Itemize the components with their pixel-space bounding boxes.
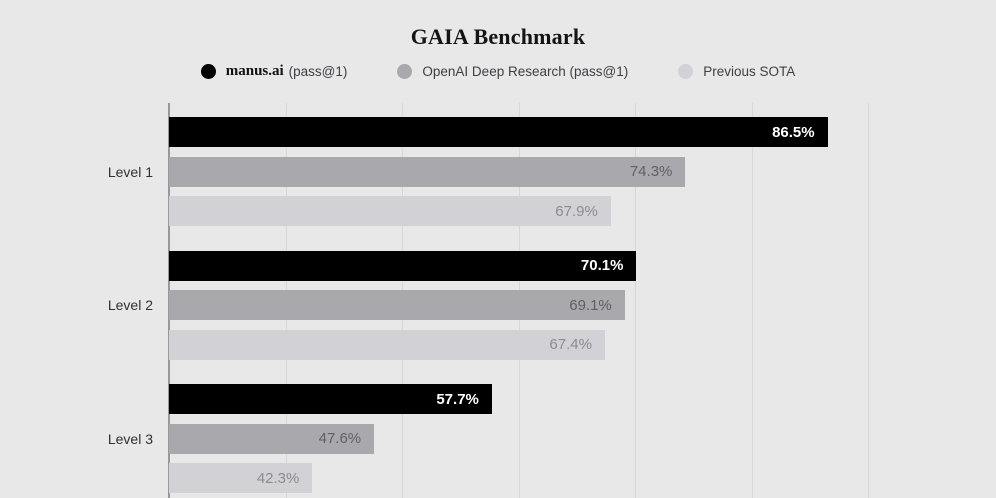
bar-level-1-series-0: 86.5% <box>169 117 828 147</box>
gridline-80 <box>751 103 753 498</box>
gridline-90 <box>868 103 870 498</box>
legend-item-1: OpenAI Deep Research (pass@1) <box>397 64 628 79</box>
plot-area: 86.5% 74.3% 67.9% Level 1 70.1% 69.1% 67.4% Lev… <box>0 103 996 498</box>
legend-label: OpenAI Deep Research (pass@1) <box>422 64 629 79</box>
legend-label-primary: manus.ai <box>225 63 284 79</box>
legend: manus.ai (pass@1) OpenAI Deep Research (pa… <box>0 63 996 80</box>
bar-level-1-series-1: 74.3% <box>169 156 686 187</box>
bar-level-2-series-1: 69.1% <box>169 290 625 321</box>
bar-level-2-series-0: 70.1% <box>169 250 637 281</box>
bar-value-label: 69.1% <box>569 296 612 314</box>
legend-label: (pass@1) <box>288 64 348 79</box>
category-label-level-2: Level 2 <box>107 297 153 314</box>
bar-value-label: 42.3% <box>256 469 300 487</box>
bar-level-2-series-2: 67.4% <box>169 329 605 360</box>
gridline-70 <box>635 103 637 498</box>
chart-title: GAIA Benchmark <box>410 24 586 49</box>
legend-dot-icon <box>200 64 216 79</box>
legend-dot-icon <box>397 64 413 79</box>
bar-value-label: 67.4% <box>549 336 592 354</box>
bar-value-label: 47.6% <box>318 430 362 448</box>
category-label-level-3: Level 3 <box>107 430 153 447</box>
legend-label: Previous SOTA <box>703 64 796 79</box>
bar-level-3-series-2: 42.3% <box>169 463 313 494</box>
legend-item-2: Previous SOTA <box>678 64 795 79</box>
bar-level-1-series-2: 67.9% <box>169 196 611 227</box>
legend-item-0: manus.ai (pass@1) <box>200 63 348 80</box>
bar-value-label: 86.5% <box>772 123 815 141</box>
category-label-level-1: Level 1 <box>107 163 153 180</box>
bar-level-3-series-1: 47.6% <box>169 423 375 454</box>
bar-value-label: 57.7% <box>436 390 479 408</box>
bar-level-3-series-0: 57.7% <box>169 384 492 414</box>
bar-value-label: 67.9% <box>555 202 598 220</box>
bar-value-label: 70.1% <box>580 257 624 274</box>
legend-dot-icon <box>678 64 694 79</box>
bar-value-label: 74.3% <box>629 163 673 181</box>
